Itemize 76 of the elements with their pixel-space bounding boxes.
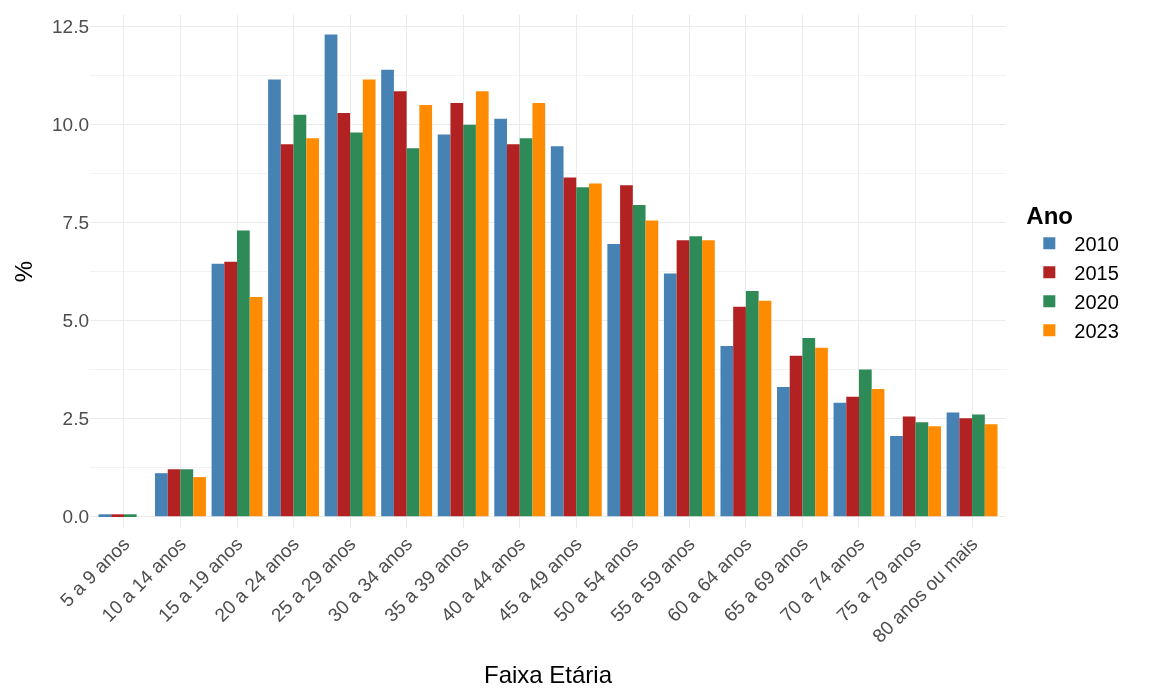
bar (494, 118, 508, 517)
bar (419, 105, 433, 517)
bar (180, 469, 194, 517)
bar (702, 240, 715, 517)
bar (972, 414, 985, 517)
bar (381, 69, 394, 517)
bar (324, 34, 338, 517)
bar (946, 412, 960, 517)
bar (720, 345, 734, 517)
bar (632, 204, 646, 517)
bar (689, 236, 703, 517)
bar (576, 187, 589, 517)
bar (607, 244, 621, 517)
legend-label: 2023 (1074, 320, 1119, 342)
bar (237, 230, 250, 517)
bar (959, 418, 973, 517)
bar (211, 263, 225, 517)
legend-label: 2015 (1074, 262, 1119, 284)
bar (249, 296, 263, 517)
bar (663, 273, 677, 517)
y-tick-label: 7.5 (62, 212, 89, 234)
bar (450, 103, 464, 517)
bar (928, 426, 941, 517)
bar (733, 306, 746, 517)
bar (306, 138, 319, 517)
bar (532, 103, 546, 517)
bar (362, 79, 376, 517)
bar (550, 146, 564, 517)
bar (167, 469, 181, 517)
y-tick-label: 10.0 (52, 114, 89, 136)
bar (802, 338, 816, 517)
bar (463, 124, 476, 517)
y-axis-title: % (10, 260, 37, 283)
bar (620, 185, 633, 517)
legend-label: 2020 (1074, 291, 1119, 313)
bar (846, 396, 859, 517)
bar (98, 514, 112, 517)
bar (871, 388, 885, 517)
bar (507, 144, 520, 517)
bar (123, 514, 137, 517)
bar (350, 132, 363, 517)
legend-label: 2010 (1074, 233, 1119, 255)
bar (280, 144, 294, 517)
bar (268, 79, 281, 517)
bar (984, 424, 998, 517)
bar (475, 91, 489, 517)
bar (815, 347, 828, 517)
x-axis-title: Faixa Etária (483, 660, 613, 688)
bar (293, 114, 307, 517)
y-tick-label: 2.5 (62, 408, 89, 429)
bar (437, 134, 451, 517)
bar (563, 177, 577, 517)
bar (902, 416, 916, 517)
bar (224, 261, 238, 517)
bar (789, 355, 803, 517)
bar (337, 112, 351, 517)
bar (645, 220, 659, 517)
bar (745, 291, 759, 517)
legend-title: Ano (1026, 201, 1073, 229)
y-tick-label: 5.0 (62, 310, 89, 332)
bar (915, 422, 929, 517)
bar (588, 183, 602, 517)
bar (111, 514, 124, 517)
bar (890, 435, 903, 517)
bar (858, 369, 872, 517)
bar (393, 91, 407, 517)
bar (676, 240, 690, 517)
bar (777, 387, 790, 517)
y-tick-label: 0.0 (62, 505, 89, 527)
bar (193, 477, 206, 517)
bar (758, 300, 772, 517)
bar (833, 402, 847, 517)
bar (519, 138, 533, 517)
y-tick-label: 12.5 (52, 16, 89, 38)
bar (155, 473, 168, 517)
bar (406, 148, 420, 517)
